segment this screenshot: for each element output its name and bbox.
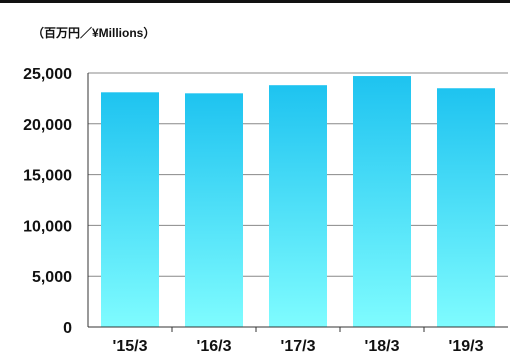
y-tick-label-4: 20,000: [23, 117, 72, 134]
x-tick-label-0: '15/3: [113, 338, 148, 354]
x-tick-label-3: '18/3: [365, 338, 400, 354]
x-tick-label-2: '17/3: [281, 338, 316, 354]
unit-label: （百万円／¥Millions）: [32, 26, 156, 40]
bar-1: [185, 93, 243, 327]
y-tick-label-3: 15,000: [23, 168, 72, 185]
bar-4: [437, 88, 495, 328]
x-tick-labels: '15/3 '16/3 '17/3 '18/3 '19/3: [113, 338, 484, 354]
x-tick-label-1: '16/3: [197, 338, 232, 354]
y-tick-labels: 0 5,000 10,000 15,000 20,000 25,000: [23, 66, 72, 337]
bar-3: [353, 76, 411, 327]
bars: [101, 76, 495, 328]
x-tick-label-4: '19/3: [449, 338, 484, 354]
y-tick-label-0: 0: [63, 320, 72, 337]
bar-0: [101, 92, 159, 327]
y-tick-label-1: 5,000: [32, 269, 72, 286]
axes: [87, 73, 508, 332]
bar-2: [269, 85, 327, 327]
y-tick-label-2: 10,000: [23, 218, 72, 235]
y-tick-label-5: 25,000: [23, 66, 72, 83]
top-rule: [0, 0, 510, 3]
